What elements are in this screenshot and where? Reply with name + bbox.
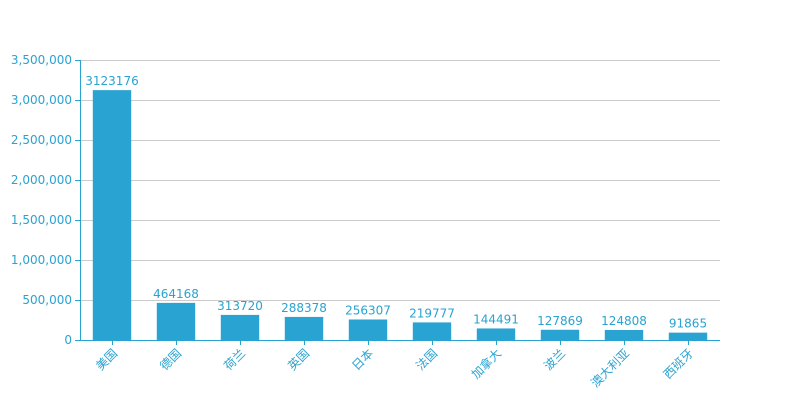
data-label: 256307 xyxy=(345,303,391,317)
data-label: 127869 xyxy=(537,314,583,328)
bar xyxy=(220,314,260,340)
x-tick-label: 西班牙 xyxy=(661,346,696,381)
data-label: 288378 xyxy=(281,301,327,315)
labels: 0 500,000 1,000,000 1,500,000 2,000,000 2,500… xyxy=(11,53,707,390)
y-tick-label: 1,000,000 xyxy=(11,253,72,267)
data-label: 124808 xyxy=(601,314,647,328)
data-label: 144491 xyxy=(473,312,519,326)
bar xyxy=(604,330,644,340)
bar xyxy=(284,316,324,340)
bars xyxy=(92,90,708,340)
data-label: 313720 xyxy=(217,299,263,313)
x-tick-label: 德国 xyxy=(157,346,185,374)
y-tick-label: 0 xyxy=(64,333,72,347)
data-label: 91865 xyxy=(669,317,707,331)
x-tick-label: 波兰 xyxy=(541,346,568,373)
bar xyxy=(476,328,516,340)
bar xyxy=(348,319,388,340)
x-tick-label: 澳大利亚 xyxy=(588,346,632,390)
y-tick-label: 1,500,000 xyxy=(11,213,72,227)
y-tick-label: 2,000,000 xyxy=(11,173,72,187)
bar xyxy=(668,332,708,340)
x-tick-label: 法国 xyxy=(413,346,440,373)
bar xyxy=(540,329,580,340)
y-tick-label: 3,500,000 xyxy=(11,53,72,67)
x-tick-label: 英国 xyxy=(285,346,312,373)
data-label: 464168 xyxy=(153,287,199,301)
y-tick-label: 2,500,000 xyxy=(11,133,72,147)
x-tick-label: 日本 xyxy=(349,346,376,373)
y-tick-label: 3,000,000 xyxy=(11,93,72,107)
data-label: 3123176 xyxy=(85,74,138,88)
bar xyxy=(156,302,196,340)
bar xyxy=(412,322,452,340)
gridlines xyxy=(80,60,720,301)
y-tick-label: 500,000 xyxy=(22,293,72,307)
data-label: 219777 xyxy=(409,306,455,320)
bar xyxy=(92,90,132,340)
x-tick-label: 荷兰 xyxy=(221,346,248,373)
x-tick-label: 美国 xyxy=(93,346,120,373)
axes xyxy=(75,60,720,345)
x-tick-label: 加拿大 xyxy=(468,346,504,382)
